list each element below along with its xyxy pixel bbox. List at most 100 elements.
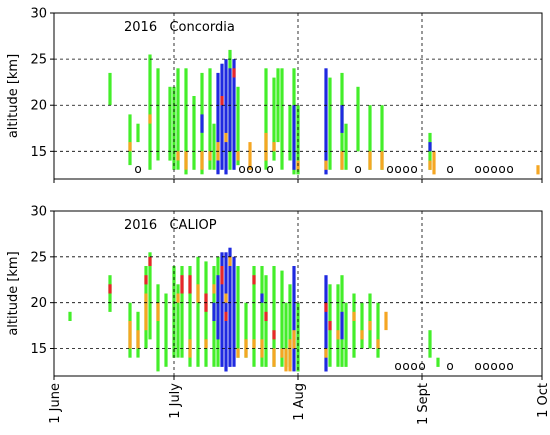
no-data-marker: o xyxy=(506,359,513,373)
profile-segment xyxy=(204,339,208,349)
profile-segment xyxy=(212,302,216,321)
profile-segment xyxy=(280,270,284,367)
profile-segment xyxy=(136,123,140,143)
profile-segment xyxy=(272,266,276,367)
y-tick-label: 15 xyxy=(30,145,47,160)
profile-segment xyxy=(288,284,292,367)
profile-segment xyxy=(340,151,344,170)
profile-segment xyxy=(108,72,112,106)
profile-segment xyxy=(384,311,388,331)
no-data-marker: o xyxy=(410,162,417,176)
y-tick-label: 30 xyxy=(30,205,47,220)
no-data-marker: o xyxy=(498,162,505,176)
profile-segment xyxy=(232,256,236,367)
profile-segment xyxy=(176,293,180,303)
profile-segment xyxy=(164,293,168,367)
profile-segment xyxy=(252,266,256,367)
profile-segment xyxy=(220,266,224,285)
no-data-marker: o xyxy=(254,162,261,176)
profile-segment xyxy=(260,339,264,358)
profile-segment xyxy=(180,275,184,294)
y-tick-label: 30 xyxy=(30,7,47,22)
profile-segment xyxy=(224,132,228,143)
profile-segment xyxy=(236,266,240,358)
profile-segment xyxy=(144,293,148,331)
profile-segment xyxy=(272,330,276,340)
profile-segment xyxy=(236,151,240,161)
profile-segment xyxy=(536,165,540,175)
profile-segment xyxy=(108,275,112,312)
no-data-marker: o xyxy=(246,162,253,176)
profile-segment xyxy=(228,256,232,266)
profile-segment xyxy=(288,339,292,372)
profile-segment xyxy=(272,142,276,152)
profile-segment xyxy=(108,284,112,294)
no-data-marker: o xyxy=(482,359,489,373)
profile-segment xyxy=(428,132,432,170)
profile-segment xyxy=(68,311,72,321)
y-tick-label: 25 xyxy=(30,53,47,68)
profile-segment xyxy=(360,302,364,349)
profile-segment xyxy=(228,247,232,367)
profile-segment xyxy=(220,96,224,106)
profile-segment xyxy=(280,68,284,170)
profile-segment xyxy=(352,293,356,358)
x-tick-label: 1 July xyxy=(168,383,183,419)
no-data-marker: o xyxy=(134,162,141,176)
profile-segment xyxy=(148,252,152,340)
profile-segment xyxy=(324,68,328,175)
profile-segment xyxy=(376,302,380,358)
profile-segment xyxy=(192,96,196,170)
no-data-marker: o xyxy=(506,162,513,176)
no-data-marker: o xyxy=(446,359,453,373)
profile-segment xyxy=(324,348,328,358)
profile-segment xyxy=(260,266,264,367)
profile-layer xyxy=(68,247,440,372)
profile-segment xyxy=(336,284,340,367)
x-tick-label: 1 Sept xyxy=(416,383,431,425)
profile-segment xyxy=(232,59,236,170)
profile-segment xyxy=(284,302,288,367)
no-data-marker: o xyxy=(490,359,497,373)
profile-segment xyxy=(292,105,296,170)
profile-segment xyxy=(328,77,332,170)
profile-segment xyxy=(172,266,176,358)
x-tick-label: 1 Oct xyxy=(536,383,550,418)
profile-segment xyxy=(220,63,224,170)
profile-segment xyxy=(324,160,328,170)
profile-segment xyxy=(252,275,256,285)
profile-segment xyxy=(188,275,192,294)
profile-segment xyxy=(368,151,372,170)
profile-segment xyxy=(264,275,268,367)
profile-segment xyxy=(264,68,268,170)
profile-segment xyxy=(288,105,292,161)
profile-segment xyxy=(244,302,248,358)
no-data-marker: o xyxy=(238,162,245,176)
profile-segment xyxy=(328,321,332,331)
profile-segment xyxy=(148,256,152,266)
profile-segment xyxy=(368,321,372,331)
x-tick-label: 1 June xyxy=(48,383,63,424)
profile-segment xyxy=(200,151,204,170)
profile-segment xyxy=(376,339,380,349)
no-data-marker: o xyxy=(490,162,497,176)
no-data-marker: o xyxy=(402,359,409,373)
profile-segment xyxy=(176,68,180,170)
profile-segment xyxy=(200,114,204,133)
no-data-marker: o xyxy=(474,162,481,176)
no-data-marker: o xyxy=(482,162,489,176)
profile-segment xyxy=(208,151,212,161)
profile-segment xyxy=(156,68,160,161)
profile-segment xyxy=(264,311,268,321)
no-data-marker: o xyxy=(446,162,453,176)
profile-segment xyxy=(188,339,192,358)
no-data-marker: o xyxy=(386,162,393,176)
panel-title: 2016 CALIOP xyxy=(124,218,217,233)
profile-segment xyxy=(196,256,200,367)
profile-segment xyxy=(236,86,240,166)
y-axis-label: altitude [km] xyxy=(6,54,21,138)
profile-segment xyxy=(216,72,220,175)
